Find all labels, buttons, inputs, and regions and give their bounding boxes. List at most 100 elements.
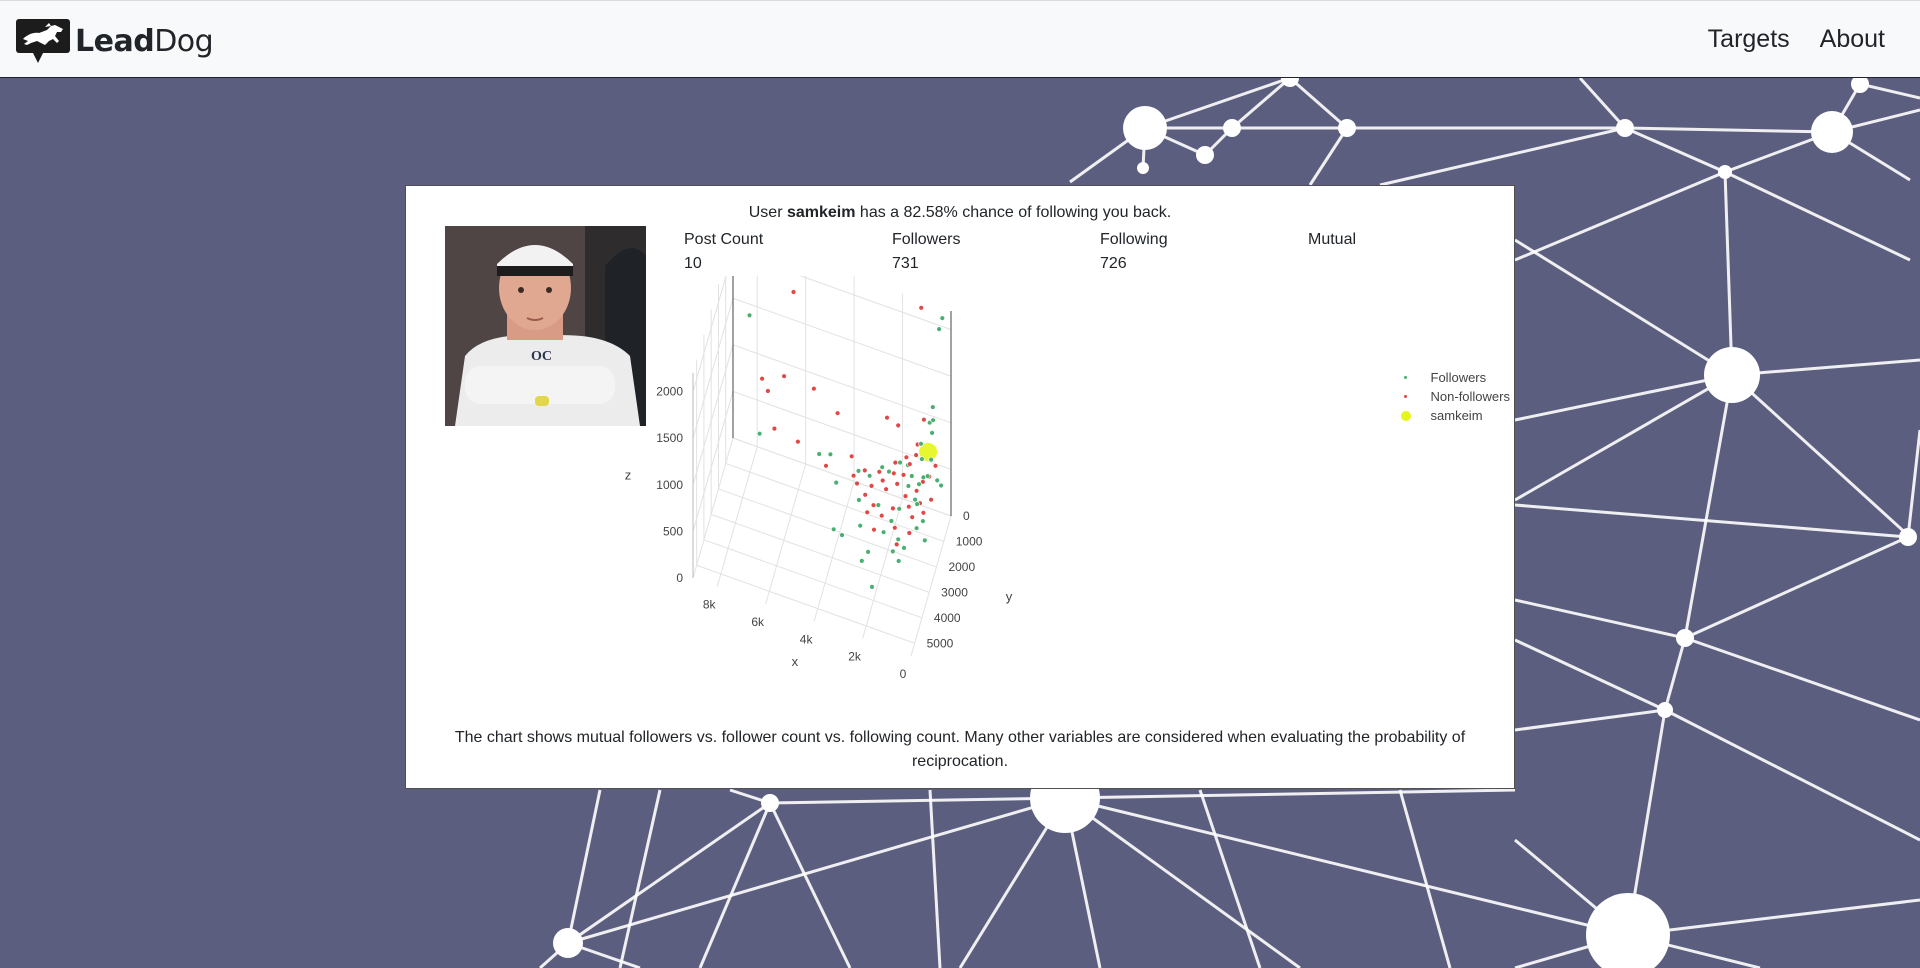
non-follower-point[interactable]: [906, 530, 912, 536]
nav-targets-link[interactable]: Targets: [1707, 25, 1790, 53]
non-follower-point[interactable]: [871, 527, 877, 533]
follower-point[interactable]: [856, 497, 862, 503]
non-follower-point[interactable]: [892, 459, 898, 466]
non-follower-point[interactable]: [921, 417, 927, 423]
follower-point[interactable]: [890, 548, 896, 555]
non-follower-point[interactable]: [913, 488, 920, 494]
follower-point[interactable]: [929, 430, 935, 436]
non-follower-point[interactable]: [862, 467, 868, 474]
non-follower-point[interactable]: [862, 492, 868, 498]
non-follower-point[interactable]: [907, 461, 913, 467]
non-follower-point[interactable]: [771, 425, 778, 432]
non-follower-point[interactable]: [932, 463, 939, 469]
non-follower-point[interactable]: [849, 453, 855, 460]
follower-point[interactable]: [919, 456, 925, 462]
follower-point[interactable]: [827, 451, 834, 458]
legend-label-target-user: samkeim: [1430, 408, 1483, 423]
follower-point[interactable]: [888, 518, 895, 524]
legend-item-target-user[interactable]: samkeim: [1395, 406, 1510, 425]
non-follower-point[interactable]: [850, 473, 857, 479]
follower-point[interactable]: [936, 326, 942, 332]
follower-point[interactable]: [920, 518, 926, 524]
non-follower-point[interactable]: [920, 510, 927, 516]
follower-point[interactable]: [918, 441, 924, 447]
follower-point[interactable]: [831, 526, 837, 533]
non-follower-point[interactable]: [864, 509, 870, 516]
non-follower-point[interactable]: [759, 375, 765, 382]
non-follower-point[interactable]: [894, 481, 900, 487]
follower-point[interactable]: [880, 529, 887, 535]
non-follower-point[interactable]: [928, 497, 934, 503]
non-follower-point[interactable]: [900, 472, 907, 478]
non-follower-point[interactable]: [790, 289, 797, 295]
non-follower-point[interactable]: [781, 373, 787, 379]
follower-point[interactable]: [920, 474, 927, 481]
follower-point[interactable]: [939, 315, 945, 321]
follower-point[interactable]: [934, 477, 940, 484]
non-follower-point[interactable]: [894, 541, 900, 548]
non-follower-point[interactable]: [909, 514, 915, 520]
follower-point[interactable]: [866, 473, 873, 479]
chart-legend: Followers Non-followers samkeim: [1395, 368, 1510, 425]
non-follower-point[interactable]: [884, 415, 890, 421]
non-follower-point[interactable]: [890, 505, 896, 512]
follower-point[interactable]: [913, 525, 920, 531]
follower-point[interactable]: [914, 501, 920, 507]
non-follower-point[interactable]: [903, 454, 910, 461]
non-follower-point[interactable]: [870, 502, 877, 508]
legend-item-followers[interactable]: Followers: [1395, 368, 1510, 387]
non-follower-point[interactable]: [902, 493, 909, 499]
non-follower-point[interactable]: [892, 525, 898, 531]
non-follower-point[interactable]: [834, 410, 841, 416]
non-follower-point[interactable]: [811, 385, 817, 392]
follower-point[interactable]: [922, 537, 928, 544]
follower-point[interactable]: [855, 468, 862, 474]
follower-point[interactable]: [869, 584, 875, 590]
follower-point[interactable]: [816, 451, 822, 457]
follower-point[interactable]: [833, 479, 839, 486]
non-follower-point[interactable]: [891, 470, 897, 477]
legend-item-non-followers[interactable]: Non-followers: [1395, 387, 1510, 406]
follower-point[interactable]: [879, 464, 885, 470]
non-follower-point[interactable]: [879, 513, 885, 519]
follower-point[interactable]: [897, 459, 903, 466]
non-follower-point[interactable]: [854, 480, 860, 487]
scatter-3d-chart[interactable]: 0 2k 4k 6k 8k 0 1000 2000 3000 4000 5000 0 500 1000 15…: [406, 276, 1516, 736]
follower-point[interactable]: [930, 404, 936, 410]
target-user-point[interactable]: [919, 442, 938, 461]
follower-point[interactable]: [905, 483, 912, 489]
follower-point[interactable]: [875, 502, 881, 508]
follower-point[interactable]: [912, 496, 918, 503]
non-follower-point[interactable]: [876, 469, 882, 475]
follower-point[interactable]: [895, 536, 901, 542]
follower-point[interactable]: [857, 523, 863, 529]
follower-point[interactable]: [859, 558, 865, 564]
follower-point[interactable]: [865, 549, 871, 555]
follower-point[interactable]: [896, 506, 902, 512]
non-follower-point[interactable]: [823, 463, 829, 469]
legend-label-followers: Followers: [1430, 370, 1487, 385]
follower-point[interactable]: [938, 482, 944, 489]
follower-point[interactable]: [896, 558, 902, 564]
non-follower-point[interactable]: [868, 483, 875, 489]
non-follower-point[interactable]: [918, 305, 924, 311]
scatter-3d-svg[interactable]: 0 2k 4k 6k 8k 0 1000 2000 3000 4000 5000 0 500 1000 15…: [406, 276, 1516, 736]
follower-point[interactable]: [839, 532, 845, 538]
follower-point[interactable]: [746, 312, 753, 318]
non-follower-point[interactable]: [883, 486, 889, 492]
non-follower-point[interactable]: [765, 388, 771, 394]
non-follower-point[interactable]: [895, 422, 901, 429]
follower-point[interactable]: [886, 468, 892, 475]
follower-point[interactable]: [916, 481, 922, 487]
brand-home-link[interactable]: Lead Dog: [15, 17, 214, 65]
follower-point[interactable]: [901, 545, 907, 551]
non-follower-point[interactable]: [795, 439, 801, 445]
non-follower-point[interactable]: [913, 452, 919, 458]
follower-point[interactable]: [928, 456, 934, 463]
follower-point[interactable]: [756, 431, 763, 437]
follower-point[interactable]: [930, 417, 936, 423]
nav-about-link[interactable]: About: [1819, 25, 1885, 53]
follower-point[interactable]: [909, 473, 915, 479]
non-follower-point[interactable]: [880, 477, 886, 484]
non-follower-point[interactable]: [906, 504, 912, 510]
